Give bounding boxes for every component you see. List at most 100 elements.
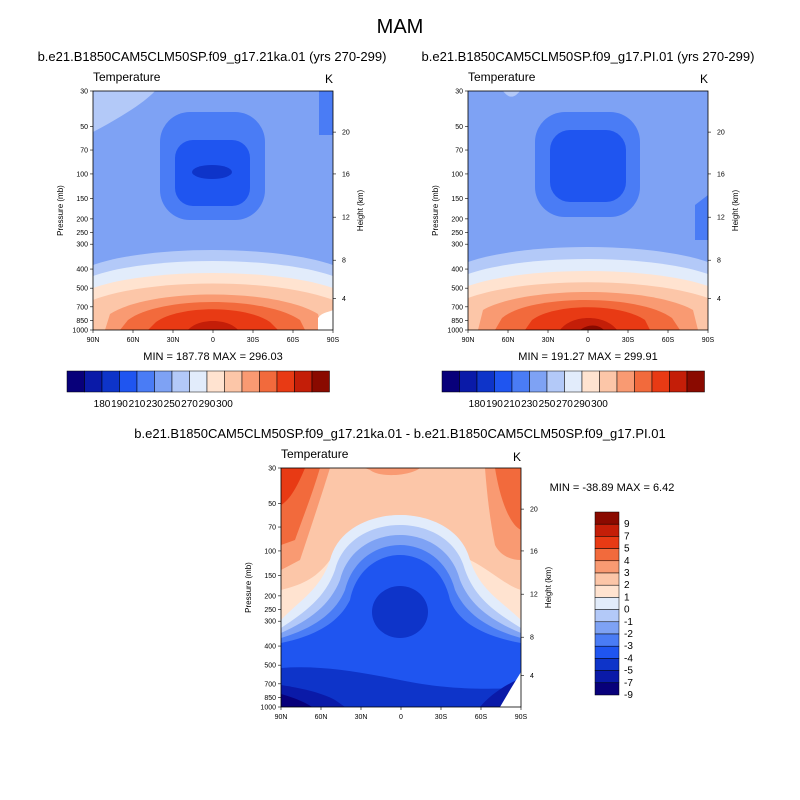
- panel-3-title: b.e21.B1850CAM5CLM50SP.f09_g17.21ka.01 -…: [134, 426, 665, 441]
- panel-2-x-tick-label: 0: [586, 337, 590, 344]
- panel-3-y-axis-title: Pressure (mb): [244, 562, 253, 613]
- colorbar-swatch: [594, 523, 620, 537]
- panel-3: b.e21.B1850CAM5CLM50SP.f09_g17.21ka.01 -…: [134, 426, 674, 721]
- colorbar-label: 180: [94, 399, 111, 410]
- colorbar-label: 210: [129, 399, 146, 410]
- panel-1-title: b.e21.B1850CAM5CLM50SP.f09_g17.21ka.01 (…: [38, 49, 387, 64]
- panel-3-height-tick-label: 4: [530, 673, 534, 680]
- panel-1-contour-field: [93, 91, 333, 330]
- panel-2-x-tick-label: 60S: [662, 337, 675, 344]
- panel-1-y-tick-label: 850: [76, 318, 88, 325]
- panel-3-y-tick-label: 400: [264, 644, 276, 651]
- colorbar-swatch: [241, 370, 260, 393]
- panel-2-x-tick-label: 60N: [502, 337, 515, 344]
- colorbar-swatch: [476, 370, 495, 393]
- colorbar-swatch: [276, 370, 295, 393]
- panel-2-y-tick-label: 150: [451, 196, 463, 203]
- colorbar-swatch: [311, 370, 330, 393]
- colorbar-swatch: [594, 511, 620, 525]
- panel-1-x-tick-label: 30S: [247, 337, 260, 344]
- panel-1-y-tick-label: 30: [80, 89, 88, 96]
- panel-1-x-tick-label: 30N: [167, 337, 180, 344]
- colorbar-swatch: [594, 609, 620, 623]
- panel-1-y-tick-label: 700: [76, 304, 88, 311]
- panel-1-y-tick-label: 400: [76, 267, 88, 274]
- colorbar-swatch: [594, 560, 620, 574]
- colorbar-swatch: [171, 370, 190, 393]
- colorbar-label: 7: [624, 531, 630, 542]
- panel-2-colorbar: 180 190 210 230 250 270 290 300: [441, 370, 705, 410]
- colorbar-label: 300: [216, 399, 233, 410]
- colorbar-label: 180: [469, 399, 486, 410]
- panel-2-y-tick-label: 300: [451, 242, 463, 249]
- panel-2-y-tick-label: 50: [455, 124, 463, 131]
- panel-1-stats: MIN = 187.78 MAX = 296.03: [143, 351, 282, 363]
- panel-1-x-tick-label: 0: [211, 337, 215, 344]
- panel-2: b.e21.B1850CAM5CLM50SP.f09_g17.PI.01 (yr…: [422, 49, 755, 410]
- panel-3-y-tick-label: 30: [268, 466, 276, 473]
- panel-1-y-tick-label: 250: [76, 230, 88, 237]
- panel-3-y-tick-label: 1000: [260, 705, 276, 712]
- colorbar-label: 1: [624, 592, 630, 603]
- panel-1-height-tick-label: 16: [342, 171, 350, 178]
- panel-1-y-tick-label: 300: [76, 242, 88, 249]
- colorbar-label: 250: [539, 399, 556, 410]
- colorbar-swatch: [599, 370, 618, 393]
- colorbar-label: 290: [199, 399, 216, 410]
- colorbar-label: -1: [624, 617, 633, 628]
- colorbar-swatch: [84, 370, 103, 393]
- panel-3-y-tick-label: 200: [264, 593, 276, 600]
- colorbar-label: 190: [111, 399, 128, 410]
- colorbar-swatch: [546, 370, 565, 393]
- panel-1-y-tick-label: 150: [76, 196, 88, 203]
- panel-3-height-tick-label: 8: [530, 635, 534, 642]
- colorbar-swatch: [441, 370, 460, 393]
- colorbar-swatch: [594, 670, 620, 684]
- panel-2-y-tick-label: 700: [451, 304, 463, 311]
- colorbar-label: -5: [624, 666, 633, 677]
- colorbar-swatch: [259, 370, 278, 393]
- panel-1-y-tick-label: 1000: [72, 328, 88, 335]
- panel-2-y-tick-label: 200: [451, 216, 463, 223]
- panel-2-y-tick-label: 1000: [447, 328, 463, 335]
- panel-3-x-tick-label: 90S: [515, 714, 528, 721]
- colorbar-label: 230: [521, 399, 538, 410]
- panel-3-x-tick-label: 30S: [435, 714, 448, 721]
- colorbar-swatch: [66, 370, 85, 393]
- panel-3-units-label: K: [513, 450, 521, 464]
- panel-2-x-tick-label: 30S: [622, 337, 635, 344]
- panel-1-y-tick-label: 500: [76, 286, 88, 293]
- panel-1-x-tick-label: 60N: [127, 337, 140, 344]
- panel-2-height-tick-label: 16: [717, 171, 725, 178]
- panel-3-y-tick-label: 300: [264, 619, 276, 626]
- colorbar-swatch: [206, 370, 225, 393]
- panel-2-y-tick-label: 100: [451, 171, 463, 178]
- panel-3-y-tick-label: 700: [264, 681, 276, 688]
- colorbar-swatch: [594, 633, 620, 647]
- panel-3-x-tick-label: 0: [399, 714, 403, 721]
- panel-3-height-tick-label: 16: [530, 548, 538, 555]
- panel-1-y-axis-title: Pressure (mb): [56, 185, 65, 236]
- colorbar-label: 9: [624, 519, 630, 530]
- colorbar-label: 230: [146, 399, 163, 410]
- panel-2-x-tick-label: 30N: [542, 337, 555, 344]
- colorbar-label: -3: [624, 641, 633, 652]
- panel-3-height-tick-label: 12: [530, 592, 538, 599]
- panel-2-axes: 90N 60N 30N 0 30S 60S 90S 30 50 70 100 150 200 250 300…: [431, 89, 740, 345]
- panel-2-y-tick-label: 70: [455, 148, 463, 155]
- panel-2-stats: MIN = 191.27 MAX = 299.91: [518, 351, 657, 363]
- colorbar-swatch: [594, 548, 620, 562]
- panel-3-right-axis-title: Height (km): [544, 566, 553, 608]
- colorbar-swatch: [119, 370, 138, 393]
- panel-2-y-tick-label: 850: [451, 318, 463, 325]
- colorbar-swatch: [224, 370, 243, 393]
- panel-3-variable-label: Temperature: [281, 447, 349, 461]
- panel-2-y-tick-label: 250: [451, 230, 463, 237]
- panel-1-y-tick-label: 70: [80, 148, 88, 155]
- panel-2-title: b.e21.B1850CAM5CLM50SP.f09_g17.PI.01 (yr…: [422, 49, 755, 64]
- panel-1-height-tick-label: 8: [342, 258, 346, 265]
- colorbar-swatch: [494, 370, 513, 393]
- panel-1-y-tick-label: 100: [76, 171, 88, 178]
- colorbar-label: 190: [486, 399, 503, 410]
- panel-2-x-tick-label: 90S: [702, 337, 715, 344]
